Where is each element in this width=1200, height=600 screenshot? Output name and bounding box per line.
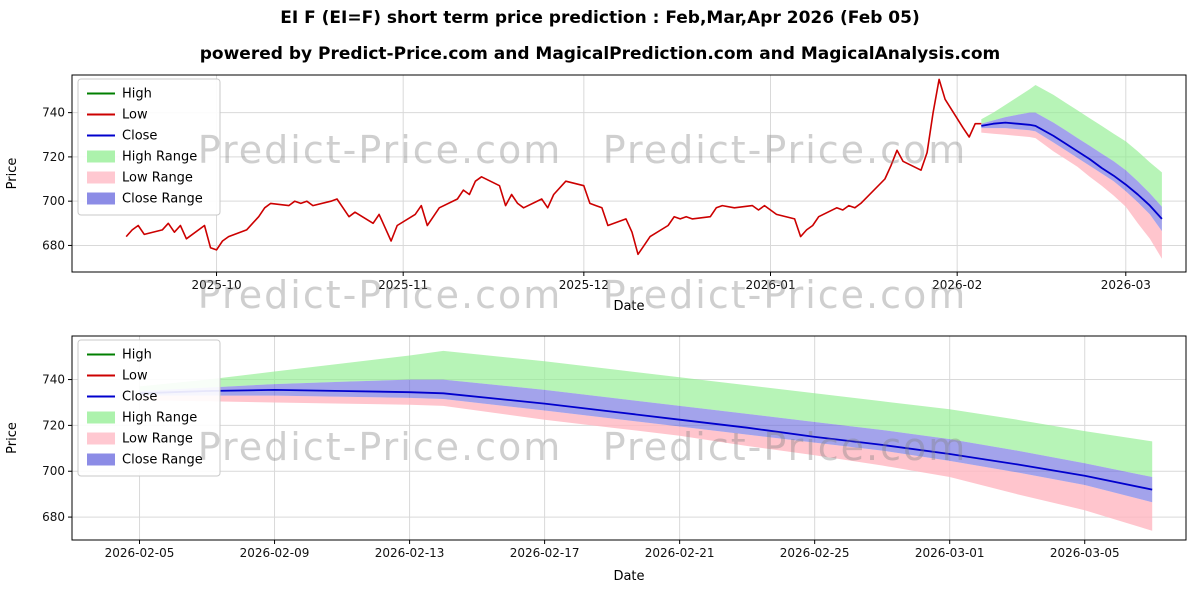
legend-label: Low <box>122 369 148 384</box>
legend: High Low Close High Range Low Range Close Ran… <box>77 339 221 477</box>
y-tick-label: 720 <box>42 418 65 432</box>
x-tick-label: 2026-03 <box>1101 278 1151 292</box>
x-tick-label: 2026-02 <box>932 278 982 292</box>
low-range-band <box>981 128 1162 259</box>
tick-labels: 2026-02-05 2026-02-09 2026-02-13 2026-02-17… <box>42 373 1120 560</box>
y-tick-label: 740 <box>42 373 65 387</box>
close-range-band <box>981 112 1162 232</box>
y-tick-label: 700 <box>42 464 65 478</box>
legend-label: High <box>122 87 152 102</box>
top-price-chart: 2025-10 2025-11 2025-12 2026-01 2026-02 2026-… <box>5 74 1187 314</box>
close-range-band <box>139 379 1153 503</box>
close-forecast-line <box>981 121 1163 220</box>
legend-label: Low Range <box>122 432 193 447</box>
legend-swatch-patch <box>87 432 115 445</box>
legend-label: Close Range <box>122 453 203 468</box>
y-tick-label: 740 <box>42 106 65 120</box>
x-tick-label: 2026-02-17 <box>510 546 580 560</box>
axes-frame <box>71 335 1187 541</box>
axes-frame <box>71 74 1187 273</box>
x-tick-label: 2026-01 <box>745 278 795 292</box>
high-range-band <box>139 350 1153 477</box>
legend-label: Close <box>122 129 157 144</box>
low-history-line <box>125 78 982 256</box>
legend: High Low Close High Range Low Range Close Ran… <box>77 78 221 216</box>
legend-label: Close Range <box>122 192 203 207</box>
x-tick-label: 2026-02-09 <box>240 546 310 560</box>
x-tick-label: 2025-11 <box>378 278 428 292</box>
x-tick-label: 2026-02-21 <box>645 546 715 560</box>
x-tick-label: 2026-03-01 <box>915 546 985 560</box>
y-tick-label: 720 <box>42 150 65 164</box>
legend-swatch-patch <box>87 171 115 184</box>
tick-labels: 2025-10 2025-11 2025-12 2026-01 2026-02 2026-… <box>42 106 1151 292</box>
y-tick-label: 680 <box>42 510 65 524</box>
y-axis-label: Price <box>5 422 20 454</box>
x-tick-label: 2026-03-05 <box>1050 546 1120 560</box>
legend-label: Low Range <box>122 171 193 186</box>
legend-swatch-patch <box>87 411 115 424</box>
legend-label: High Range <box>122 411 197 426</box>
x-tick-label: 2026-02-05 <box>105 546 175 560</box>
legend-label: High Range <box>122 150 197 165</box>
chart-subtitle: powered by Predict-Price.com and Magical… <box>199 44 1001 64</box>
legend-label: Close <box>122 390 157 405</box>
x-tick-label: 2026-02-25 <box>780 546 850 560</box>
legend-label: High <box>122 348 152 363</box>
high-range-band <box>981 85 1162 207</box>
plot-background <box>72 75 1186 272</box>
y-axis-label: Price <box>5 158 20 190</box>
x-axis-label: Date <box>613 569 644 584</box>
bottom-forecast-chart: 2026-02-05 2026-02-09 2026-02-13 2026-02-17… <box>5 335 1187 584</box>
x-axis-label: Date <box>613 299 644 314</box>
chart-title: EI F (EI=F) short term price prediction … <box>280 8 920 28</box>
legend-swatch-patch <box>87 192 115 205</box>
x-tick-label: 2025-10 <box>191 278 241 292</box>
y-tick-label: 700 <box>42 194 65 208</box>
x-tick-label: 2026-02-13 <box>375 546 445 560</box>
legend-swatch-patch <box>87 453 115 466</box>
low-range-band <box>139 395 1153 531</box>
legend-swatch-patch <box>87 150 115 163</box>
close-forecast-line <box>139 389 1153 491</box>
x-tick-label: 2025-12 <box>559 278 609 292</box>
y-tick-label: 680 <box>42 238 65 252</box>
legend-label: Low <box>122 108 148 123</box>
